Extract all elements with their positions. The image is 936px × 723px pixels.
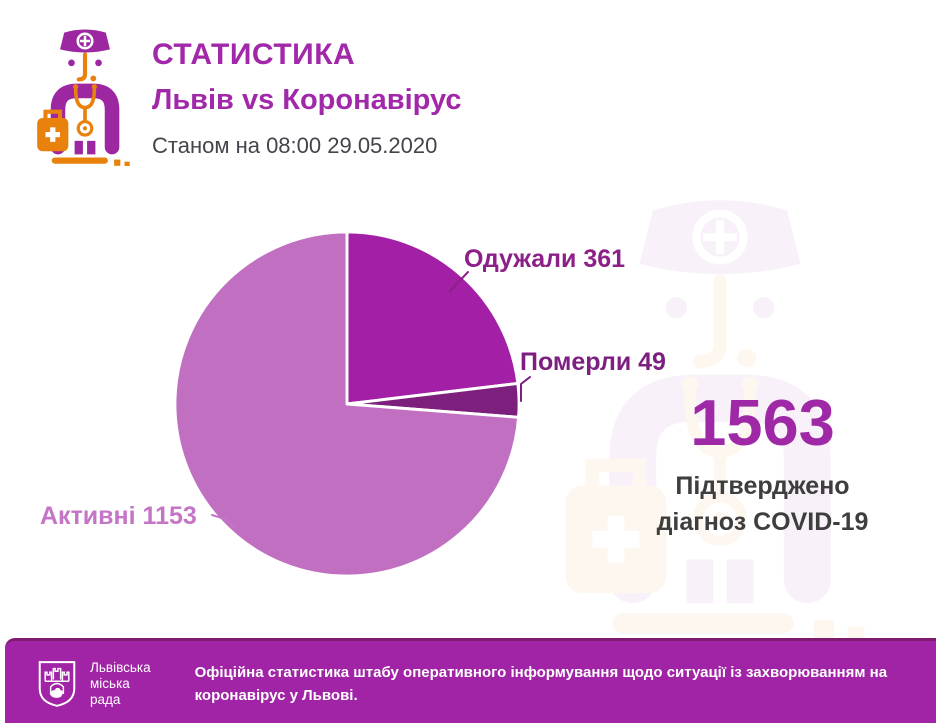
total-confirmed-count: 1563 [690, 386, 835, 459]
total-caption-line2: діагноз COVID-19 [656, 508, 869, 536]
label-deceased: Померли 49 [520, 348, 666, 376]
page-title: СТАТИСТИКА [152, 38, 356, 71]
org-line: міська [90, 675, 130, 691]
doctor-icon [33, 20, 137, 166]
label-active: Активні 1153 [40, 502, 197, 530]
official-note-line2: коронавірус у Львові. [194, 686, 358, 704]
page-subtitle: Львів vs Коронавірус [152, 84, 462, 116]
official-note: Офіційна статистика штабу оперативного і… [195, 661, 887, 707]
city-emblem-icon [37, 659, 77, 709]
as-of-date: Станом на 08:00 29.05.2020 [152, 133, 438, 158]
footer-bar: Львівська міська рада Офіційна статистик… [5, 638, 936, 723]
total-caption-line1: Підтверджено [675, 472, 850, 500]
label-recovered: Одужали 361 [464, 245, 626, 273]
city-council-name: Львівська міська рада [90, 660, 151, 708]
official-note-line1: Офіційна статистика штабу оперативного і… [194, 663, 888, 681]
org-line: рада [90, 691, 121, 707]
pie-chart [173, 230, 521, 578]
org-line: Львівська [90, 659, 151, 675]
